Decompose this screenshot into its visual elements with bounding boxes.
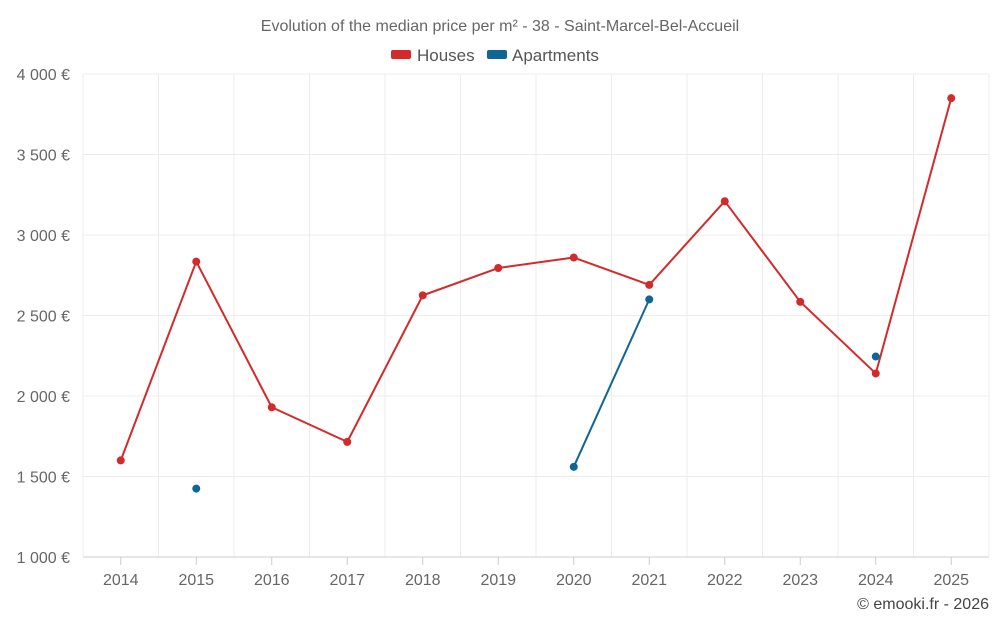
apartments-line xyxy=(572,298,651,468)
x-tick-label: 2018 xyxy=(405,572,441,589)
houses-point[interactable] xyxy=(720,197,729,206)
legend: Houses Apartments xyxy=(391,46,599,65)
houses-point[interactable] xyxy=(418,291,427,300)
grid xyxy=(82,73,990,558)
legend-swatch-houses xyxy=(391,50,411,59)
houses-line xyxy=(119,97,953,461)
y-tick-label: 4 000 € xyxy=(17,67,70,84)
series-apartments xyxy=(192,295,880,493)
x-tick-label: 2017 xyxy=(329,572,365,589)
x-tick-label: 2015 xyxy=(178,572,214,589)
legend-item-apartments[interactable]: Apartments xyxy=(487,46,599,65)
x-tick-label: 2019 xyxy=(480,572,516,589)
legend-item-houses[interactable]: Houses xyxy=(391,46,475,65)
apartments-point[interactable] xyxy=(569,462,578,471)
apartments-point[interactable] xyxy=(871,352,880,361)
y-tick-label: 1 500 € xyxy=(17,470,70,487)
houses-point[interactable] xyxy=(796,297,805,306)
houses-point[interactable] xyxy=(494,264,503,273)
y-tick-label: 2 500 € xyxy=(17,309,70,326)
y-tick-label: 2 000 € xyxy=(17,389,70,406)
houses-point[interactable] xyxy=(569,253,578,262)
x-tick-label: 2024 xyxy=(858,572,894,589)
legend-swatch-apartments xyxy=(487,50,507,59)
x-tick-label: 2014 xyxy=(103,572,139,589)
y-tick-label: 3 000 € xyxy=(17,228,70,245)
x-tick-label: 2020 xyxy=(556,572,592,589)
axes: 1 000 € 1 500 € 2 000 € 2 500 € 3 000 € 3 500… xyxy=(17,67,989,589)
x-tick-label: 2016 xyxy=(254,572,290,589)
chart-title: Evolution of the median price per m² - 3… xyxy=(261,18,739,35)
houses-point[interactable] xyxy=(645,280,654,289)
series xyxy=(116,94,956,493)
legend-label-apartments: Apartments xyxy=(512,46,599,65)
houses-point[interactable] xyxy=(343,437,352,446)
credit-text: © emooki.fr - 2026 xyxy=(857,596,989,613)
y-tick-label: 3 500 € xyxy=(17,148,70,165)
y-tick-label: 1 000 € xyxy=(17,550,70,567)
apartments-point[interactable] xyxy=(192,484,201,493)
houses-point[interactable] xyxy=(947,94,956,103)
houses-point[interactable] xyxy=(192,257,201,266)
series-houses xyxy=(116,94,956,465)
houses-point[interactable] xyxy=(267,403,276,412)
x-tick-label: 2025 xyxy=(933,572,969,589)
x-tick-label: 2021 xyxy=(631,572,667,589)
legend-label-houses: Houses xyxy=(417,46,475,65)
x-tick-label: 2022 xyxy=(707,572,743,589)
houses-point[interactable] xyxy=(116,456,125,465)
apartments-point[interactable] xyxy=(645,295,654,304)
x-tick-label: 2023 xyxy=(782,572,818,589)
houses-point[interactable] xyxy=(871,369,880,378)
